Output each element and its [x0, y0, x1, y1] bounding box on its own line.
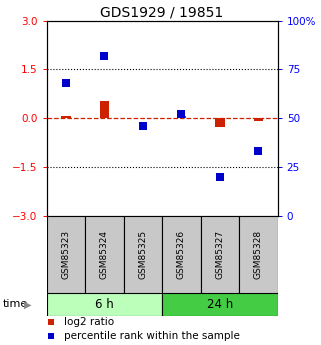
Point — [102, 53, 107, 59]
Bar — [177, 116, 186, 118]
Bar — [85, 216, 124, 293]
Bar — [47, 293, 162, 316]
Text: 24 h: 24 h — [207, 298, 233, 311]
Text: GSM85323: GSM85323 — [61, 230, 70, 279]
Bar — [201, 216, 239, 293]
Point — [179, 111, 184, 117]
Bar — [239, 216, 278, 293]
Point — [48, 319, 54, 325]
Text: ▶: ▶ — [23, 299, 31, 309]
Text: percentile rank within the sample: percentile rank within the sample — [64, 332, 240, 341]
Text: log2 ratio: log2 ratio — [64, 317, 114, 327]
Point — [256, 149, 261, 154]
Bar — [124, 216, 162, 293]
Text: GSM85327: GSM85327 — [215, 230, 224, 279]
Point — [217, 174, 222, 179]
Text: GSM85324: GSM85324 — [100, 230, 109, 279]
Bar — [254, 118, 263, 121]
Bar — [61, 116, 71, 118]
Text: 6 h: 6 h — [95, 298, 114, 311]
Title: GDS1929 / 19851: GDS1929 / 19851 — [100, 6, 224, 20]
Bar — [162, 293, 278, 316]
Point — [63, 80, 68, 86]
Text: GSM85325: GSM85325 — [138, 230, 147, 279]
Bar — [215, 118, 225, 127]
Text: GSM85326: GSM85326 — [177, 230, 186, 279]
Point — [140, 123, 145, 129]
Point — [48, 334, 54, 339]
Text: GSM85328: GSM85328 — [254, 230, 263, 279]
Bar — [47, 216, 85, 293]
Bar — [100, 101, 109, 118]
Bar — [162, 216, 201, 293]
Text: time: time — [3, 299, 29, 309]
